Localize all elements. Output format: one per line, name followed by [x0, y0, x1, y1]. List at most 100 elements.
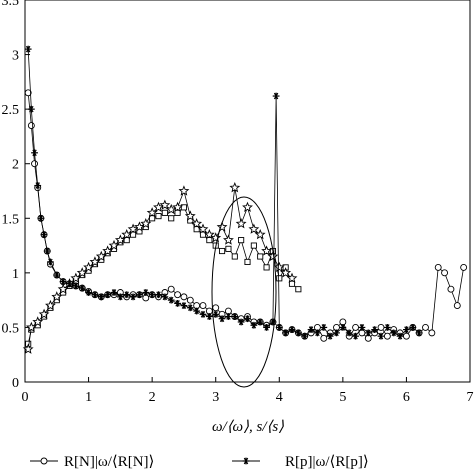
data-point [155, 291, 162, 299]
series-star [22, 182, 298, 354]
data-point [237, 318, 245, 326]
legend-item: R[N]|ω/⟨R[N]⟩ [30, 454, 154, 470]
data-point [276, 275, 283, 282]
data-point [148, 291, 156, 299]
legend-label: R[N]|ω/⟨R[N]⟩ [64, 454, 154, 470]
data-point [210, 232, 222, 243]
data-point [447, 285, 455, 293]
data-point [229, 182, 241, 193]
plot-frame [24, 0, 471, 383]
data-point [345, 329, 353, 337]
data-point [174, 291, 182, 299]
data-point [272, 92, 280, 100]
data-point [231, 313, 239, 320]
data-point [134, 221, 145, 232]
data-point [250, 242, 257, 249]
data-point [244, 315, 251, 323]
data-point [180, 293, 188, 301]
data-point [231, 253, 238, 260]
data-point [358, 324, 366, 331]
series-asterisk [24, 45, 423, 340]
data-point [377, 323, 385, 331]
data-point [72, 282, 80, 290]
data-point [415, 329, 423, 337]
data-point [280, 267, 292, 278]
data-point [248, 223, 260, 234]
y-tick-label: 3.5 [2, 0, 20, 9]
data-point [286, 272, 298, 283]
data-point [307, 326, 315, 334]
data-point [257, 253, 264, 260]
data-point [104, 291, 112, 299]
data-point [161, 209, 168, 216]
data-point [159, 199, 171, 210]
data-point [149, 215, 156, 222]
data-point [123, 291, 131, 299]
data-point [97, 293, 105, 301]
data-point [174, 209, 181, 216]
x-tick-label: 2 [149, 390, 156, 405]
data-point [212, 304, 220, 312]
data-point [288, 280, 296, 287]
data-point [314, 329, 321, 337]
data-point [441, 269, 449, 277]
plot-area [24, 0, 471, 383]
data-point [31, 149, 38, 157]
data-point [161, 293, 169, 301]
data-point [339, 324, 347, 331]
data-point [320, 334, 328, 342]
data-point [193, 307, 201, 315]
series-layer [22, 45, 468, 354]
data-point [184, 210, 196, 221]
data-point [377, 332, 385, 340]
x-tick-label: 4 [276, 390, 283, 405]
data-point [199, 302, 207, 310]
data-point [27, 105, 35, 113]
data-point [295, 286, 302, 293]
x-axis: 0 1 2 3 4 5 6 7 [22, 377, 474, 405]
data-point [242, 201, 253, 212]
data-point [34, 182, 42, 189]
data-point [186, 296, 194, 304]
data-point [352, 323, 360, 331]
data-point [24, 89, 32, 97]
data-point [40, 231, 48, 239]
data-point [168, 215, 175, 222]
x-axis-title: ω/⟨ω⟩, s/⟨s⟩ [212, 419, 284, 435]
data-point [261, 245, 272, 256]
data-point [45, 299, 56, 311]
data-point [364, 329, 372, 337]
data-point [235, 218, 247, 229]
y-tick-label: 0.5 [2, 321, 20, 336]
data-point [47, 258, 54, 266]
x-tick-label: 6 [403, 390, 410, 405]
x-tick-label: 5 [339, 390, 346, 405]
data-point [409, 324, 417, 331]
legend-item: R[p]|ω/⟨R[p]⟩ [232, 454, 369, 470]
x-tick-label: 1 [85, 390, 92, 405]
data-point [37, 214, 45, 222]
x-tick-label: 7 [467, 390, 474, 405]
data-point [53, 271, 61, 279]
legend-marker [242, 457, 250, 465]
data-point [153, 201, 164, 212]
data-point [428, 329, 436, 337]
data-point [288, 326, 296, 334]
data-point [129, 293, 137, 301]
data-point [199, 231, 207, 238]
data-point [172, 201, 183, 212]
y-tick-label: 2 [12, 158, 19, 173]
data-point [22, 343, 34, 354]
data-point [333, 329, 340, 337]
data-point [244, 258, 251, 265]
data-point [263, 324, 270, 331]
data-point [38, 308, 50, 319]
data-point [24, 45, 32, 53]
legend-label: R[p]|ω/⟨R[p]⟩ [285, 454, 369, 470]
data-point [294, 329, 302, 337]
y-tick-label: 0 [12, 376, 19, 391]
data-point [167, 285, 175, 293]
data-point [91, 291, 99, 299]
y-tick-label: 1.5 [2, 212, 20, 227]
